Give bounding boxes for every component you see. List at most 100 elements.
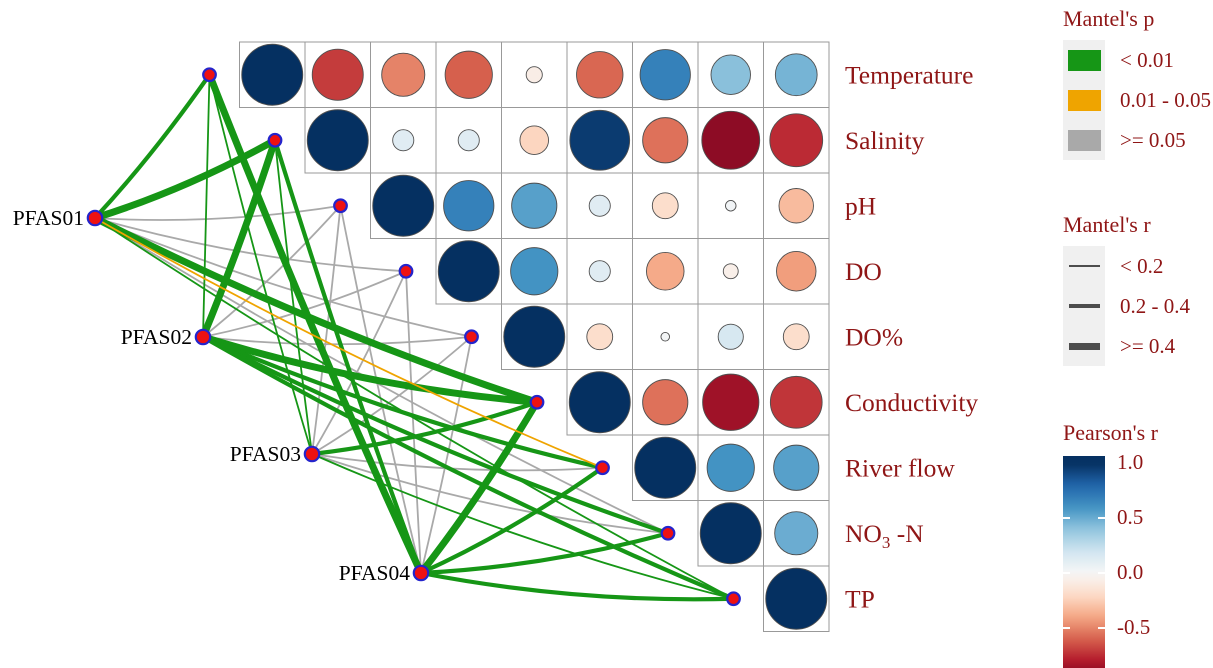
correlation-circle: [586, 323, 614, 351]
mantel-p-legend: Mantel's p < 0.01 0.01 - 0.05 >= 0.05: [1063, 6, 1211, 160]
colorbar-tick-mark: [1063, 517, 1070, 520]
correlation-circle: [503, 305, 566, 368]
green-swatch: [1067, 49, 1101, 71]
mantel-edge: [200, 334, 671, 536]
correlation-circle: [392, 129, 415, 152]
mantel-edge: [91, 136, 279, 222]
mantel-edge: [311, 453, 735, 600]
correlation-circle: [765, 567, 828, 630]
colorbar-tick-mark: [1098, 517, 1105, 520]
correlation-circle: [639, 49, 691, 101]
correlation-circle: [437, 240, 500, 303]
correlation-circle: [588, 260, 611, 283]
legend-item-r-medium: 0.2 - 0.4: [1063, 286, 1190, 326]
pfas-node-label: PFAS02: [121, 325, 192, 349]
correlation-circle: [634, 436, 697, 499]
correlation-circle: [701, 110, 761, 170]
colorbar-tick-mark: [1063, 627, 1070, 630]
pearson-tick-label: 0.0: [1117, 560, 1144, 585]
variable-label: DO: [845, 257, 882, 286]
mantel-edge: [199, 136, 279, 341]
pfas-node-label: PFAS01: [13, 206, 84, 230]
correlation-circle: [645, 251, 685, 291]
legend-item-p-high: >= 0.05: [1063, 120, 1211, 160]
mantel-edge: [274, 139, 313, 455]
correlation-circle: [774, 511, 819, 556]
legend-item-label: >= 0.4: [1120, 333, 1176, 358]
mantel-edge: [418, 570, 736, 602]
mantel-edge: [339, 204, 422, 574]
pearson-tick-label: 1.0: [1117, 450, 1144, 475]
pfas-node: [194, 328, 212, 346]
legend-item-label: >= 0.05: [1120, 127, 1186, 152]
legend-item-label: 0.2 - 0.4: [1120, 293, 1190, 318]
key-background: [1063, 40, 1105, 80]
correlation-circle: [725, 200, 737, 212]
mantel-edge: [311, 335, 473, 455]
env-node: [595, 460, 610, 476]
thick-line-swatch: [1068, 342, 1100, 350]
mantel-edge: [418, 465, 605, 576]
correlation-circle: [722, 263, 739, 280]
env-node: [464, 329, 479, 345]
mantel-edge: [418, 531, 671, 576]
pearson-tick-label: -0.5: [1117, 615, 1151, 640]
env-node: [398, 263, 414, 279]
colorbar-tick-mark: [1098, 627, 1105, 630]
correlation-circle: [651, 192, 679, 220]
mantel-edge: [200, 334, 605, 470]
key-background: [1063, 326, 1105, 366]
mantel-edge: [405, 270, 422, 574]
variable-label: Conductivity: [845, 388, 978, 417]
env-node: [660, 525, 676, 541]
correlation-circle: [443, 180, 495, 232]
mantel-edge: [417, 398, 541, 577]
mantel-edge: [311, 270, 407, 455]
variable-label: River flow: [845, 453, 955, 482]
variable-label: pH: [845, 191, 876, 220]
gray-swatch: [1067, 129, 1101, 151]
key-background: [1063, 80, 1105, 120]
correlation-circle: [774, 53, 818, 97]
colorbar-tick-mark: [1063, 572, 1070, 575]
mantel-p-title: Mantel's p: [1063, 6, 1155, 31]
pfas-node-label: PFAS04: [339, 561, 411, 585]
mantel-edge: [94, 204, 342, 221]
pfas-node: [412, 564, 430, 582]
pearson-r-legend: Pearson's r: [1063, 420, 1158, 454]
correlation-circle: [311, 48, 364, 101]
correlation-circle: [773, 444, 820, 491]
env-node: [529, 394, 545, 410]
correlation-circle: [699, 502, 762, 565]
correlation-circle: [660, 331, 671, 342]
correlation-circle: [525, 66, 543, 84]
env-node: [267, 132, 283, 148]
variable-label: Temperature: [845, 60, 973, 89]
mantel-edge: [202, 73, 211, 338]
mantel-r-keys: < 0.2 0.2 - 0.4 >= 0.4: [1063, 246, 1190, 366]
mantel-edge: [311, 204, 342, 455]
variable-label: Salinity: [845, 126, 925, 155]
variable-label: DO%: [845, 322, 903, 351]
variable-label: TP: [845, 584, 875, 613]
medium-line-swatch: [1068, 304, 1100, 308]
correlation-circle: [782, 323, 810, 351]
correlation-circle: [444, 50, 493, 99]
correlation-circle: [642, 379, 689, 426]
mantel-edge: [94, 217, 669, 535]
legend-item-r-thin: < 0.2: [1063, 246, 1190, 286]
mantel-p-keys: < 0.01 0.01 - 0.05 >= 0.05: [1063, 40, 1211, 160]
mantel-r-legend: Mantel's r < 0.2 0.2 - 0.4 >= 0.4: [1063, 212, 1190, 366]
pfas-node: [303, 445, 321, 463]
env-node: [202, 67, 217, 83]
pearson-r-title: Pearson's r: [1063, 420, 1159, 445]
mantel-edge: [199, 333, 541, 406]
correlation-circle: [778, 188, 814, 224]
legend-item-r-thick: >= 0.4: [1063, 326, 1190, 366]
mantel-edge: [202, 204, 342, 338]
mantel-edge: [202, 335, 473, 346]
legend-item-p-low: < 0.01: [1063, 40, 1211, 80]
legend-item-label: 0.01 - 0.05: [1120, 87, 1211, 112]
key-background: [1063, 120, 1105, 160]
